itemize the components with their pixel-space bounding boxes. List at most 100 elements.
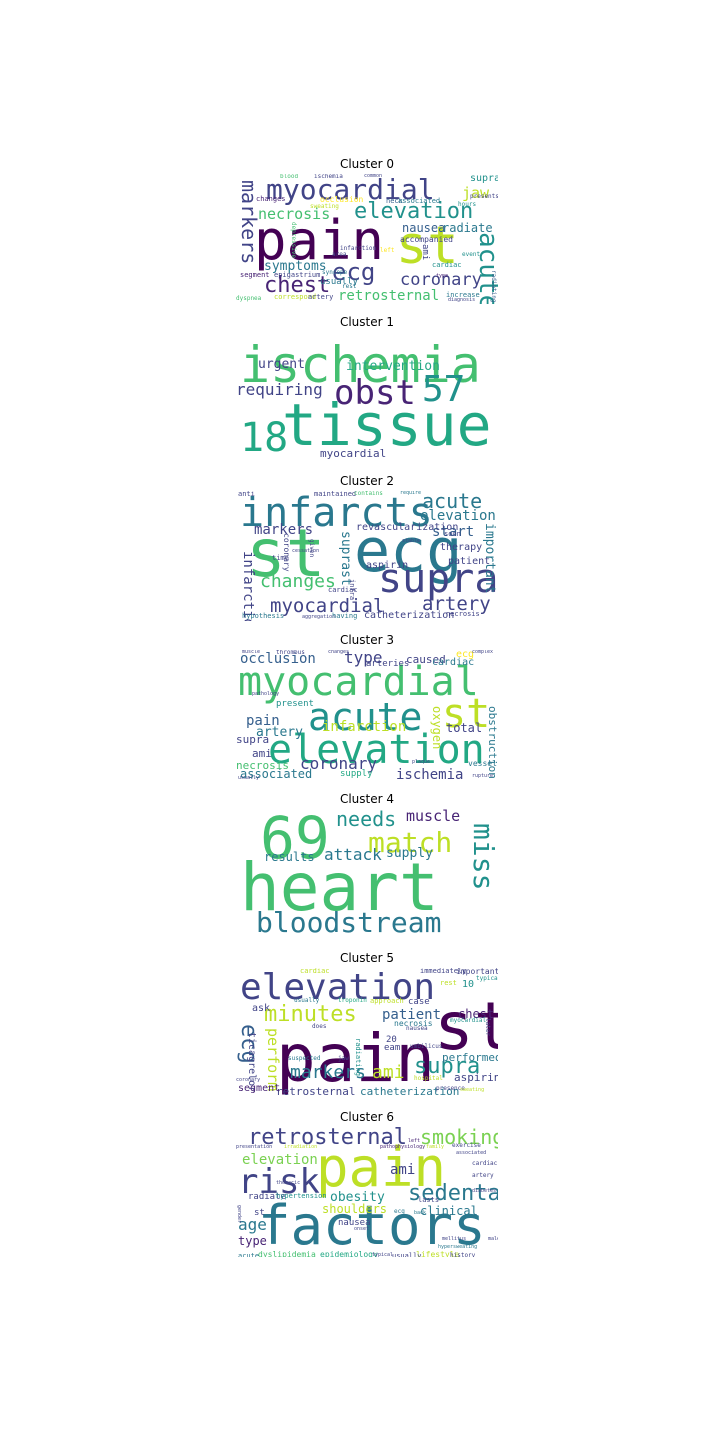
cloud-word: type	[436, 273, 449, 279]
cloud-word: plaque	[412, 759, 431, 765]
cloud-word: st	[254, 1208, 265, 1218]
cloud-word: changes	[328, 650, 350, 655]
cloud-word: 69	[260, 809, 330, 872]
cloud-word: pathophysiology	[380, 1144, 426, 1150]
cloud-word: vessel	[468, 759, 497, 768]
cloud-word: typical	[476, 975, 498, 982]
cloud-word: segment	[240, 271, 270, 279]
cloud-word: segment	[238, 1083, 281, 1094]
cloud-word: start	[432, 524, 475, 540]
panel-title: Cluster 2	[339, 474, 395, 488]
cloud-word: necrosis	[446, 610, 480, 618]
cloud-word: blood	[280, 174, 299, 180]
cloud-word: intervention	[346, 359, 440, 374]
cloud-word: minutes	[264, 1002, 357, 1027]
cloud-word: soon	[444, 530, 461, 538]
cloud-word: approach	[370, 997, 404, 1005]
cloud-word: present	[276, 699, 314, 709]
cloud-word: require	[400, 491, 422, 496]
cloud-word: having	[332, 612, 358, 620]
wordcloud-panel: Cluster 5 pain st elevation minutes ecg supra m…	[236, 951, 498, 1098]
cloud-word: myocardial	[270, 595, 385, 617]
panel-title: Cluster 3	[339, 633, 395, 647]
cloud-word: 10	[462, 979, 475, 990]
cloud-word: depressive	[290, 222, 297, 259]
wordcloud-panel: Cluster 2 st ecg infarcts supra acute elevatio…	[236, 474, 498, 621]
cloud-word: presents	[470, 193, 498, 200]
cloud-word: family	[426, 1144, 445, 1150]
cloud-word: acute	[308, 695, 423, 739]
cloud-word: cardiac	[300, 968, 330, 975]
cloud-word: smoking	[420, 1127, 498, 1149]
cloud-word: epidemiology	[320, 1250, 378, 1258]
cloud-word: st	[396, 216, 459, 276]
cloud-word: pain	[276, 1020, 435, 1097]
cloud-word: necrosis	[236, 759, 289, 772]
cloud-word: catheterization	[360, 1085, 460, 1098]
cloud-word: necrosis	[394, 1019, 433, 1028]
cloud-word: usually	[238, 775, 260, 781]
cloud-word: cardiac	[432, 657, 475, 668]
cloud-word: obesity	[330, 1190, 385, 1205]
cloud-word: coronary	[282, 533, 291, 572]
cloud-word: dyspnea	[236, 295, 262, 302]
cloud-word: changes	[256, 195, 286, 203]
cloud-word: ami	[420, 244, 430, 261]
cloud-word: supra	[236, 733, 270, 746]
cloud-word: ecg	[394, 1208, 405, 1215]
cloud-word: elevation	[354, 199, 474, 224]
cloud-word: aggregation	[302, 614, 336, 620]
word-cloud: myocardial elevation acute st coronary occlus…	[236, 650, 498, 780]
cloud-word: mellitus	[442, 1236, 467, 1242]
cloud-word: necrosis	[258, 205, 331, 223]
cloud-word: age	[238, 1215, 267, 1234]
cloud-word: jaw	[338, 1055, 349, 1062]
cloud-word: chest	[264, 273, 331, 298]
cloud-word: clinical	[420, 1204, 478, 1218]
cloud-word: supply	[386, 846, 433, 861]
cloud-word: thoracic	[276, 1180, 301, 1186]
cloud-word: oxygen	[430, 706, 444, 750]
cloud-word: increase	[446, 291, 480, 299]
cloud-word: revascularization	[356, 522, 459, 533]
cloud-word: lasts	[418, 1196, 440, 1204]
cloud-word: needs	[336, 809, 397, 831]
cloud-word: therapy	[440, 542, 483, 553]
cloud-word: myocardial	[238, 659, 479, 705]
cloud-word: does	[312, 1023, 327, 1030]
cloud-word: ecg	[354, 516, 463, 586]
cloud-word: sedentary	[408, 1181, 498, 1206]
wordcloud-panel: Cluster 4 heart 69 bloodstream match miss need…	[236, 792, 498, 939]
cloud-word: typical	[372, 1252, 394, 1258]
cloud-word: obst	[334, 373, 416, 413]
cloud-word: tissue	[282, 391, 492, 459]
cloud-word: syncope	[322, 269, 348, 276]
wordcloud-panel: Cluster 0 pain st myocardial elevation ecg mar…	[236, 157, 498, 304]
cloud-word: myocardial	[320, 447, 387, 460]
cloud-word: supra	[470, 174, 498, 184]
cloud-word: common	[364, 174, 383, 179]
cloud-word: shoulders	[322, 1202, 388, 1216]
cloud-word: dyslipidemia	[258, 1250, 316, 1258]
cloud-word: hypersweating	[438, 1244, 478, 1250]
cloud-word: cardiac	[432, 261, 462, 269]
cloud-word: artery	[422, 593, 491, 615]
cloud-word: infarcts	[240, 491, 433, 536]
cloud-word: nausea	[406, 1025, 428, 1032]
cloud-word: occlusion	[320, 195, 364, 204]
cloud-word: diabetes	[472, 1188, 497, 1194]
cloud-word: area	[332, 251, 347, 258]
cloud-word: radiate	[248, 1192, 286, 1202]
cloud-word: st	[246, 515, 326, 592]
cloud-word: type	[344, 650, 383, 667]
cloud-word: type	[238, 1234, 267, 1248]
cloud-word: associated	[240, 767, 313, 780]
word-cloud: heart 69 bloodstream match miss needs muscle at…	[236, 809, 498, 939]
cloud-word: nausea	[338, 1218, 371, 1228]
cloud-word: infarction	[240, 551, 256, 621]
cloud-word: exercise	[452, 1142, 481, 1149]
cloud-word: results	[264, 850, 315, 864]
word-cloud: ischemia tissue obst 57 18 requiring intervent…	[236, 332, 498, 462]
cloud-word: muscle	[242, 650, 261, 655]
wordcloud-panel: Cluster 1 ischemia tissue obst 57 18 requiring…	[236, 315, 498, 462]
